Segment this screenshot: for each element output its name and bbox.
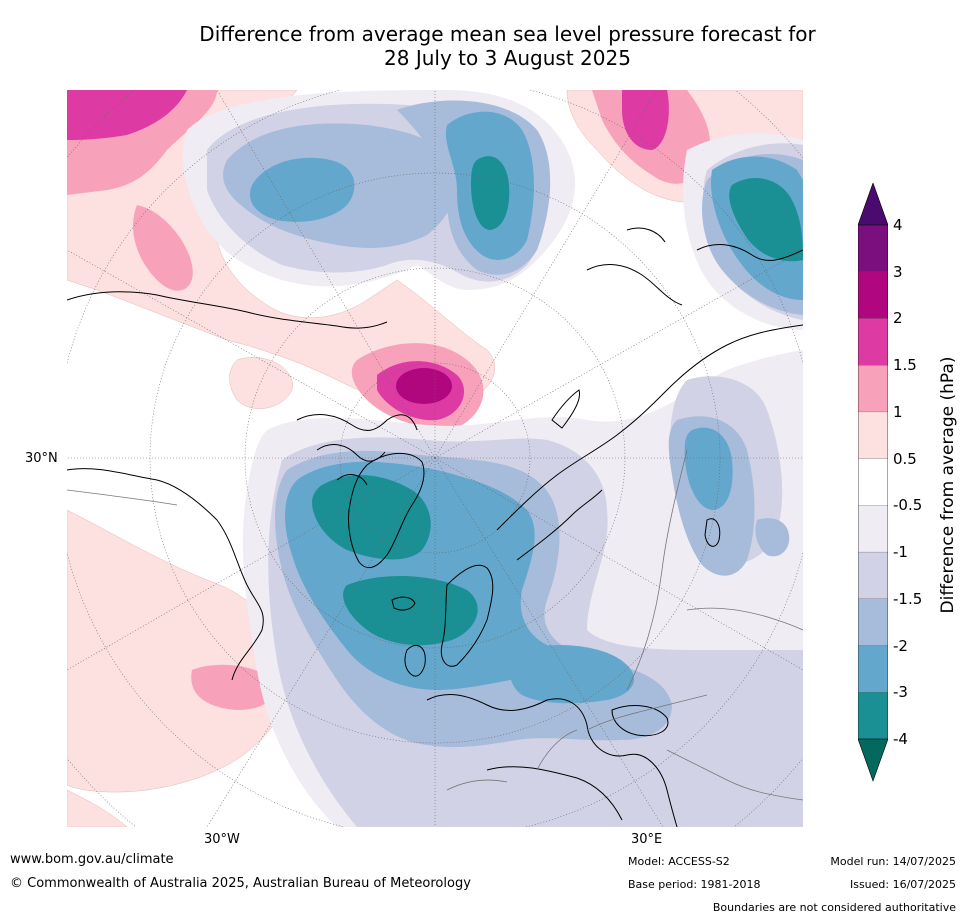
- colorbar-tick-label: -1: [893, 543, 908, 562]
- colorbar-tick-label: 1.5: [893, 356, 917, 375]
- colorbar-swatch--2-to--1p5: [858, 598, 888, 647]
- graticule: [67, 90, 803, 827]
- colorbar-tick-label: -2: [893, 636, 908, 655]
- colorbar-tick-label: -0.5: [893, 496, 923, 515]
- footer-copyright: © Commonwealth of Australia 2025, Austra…: [10, 876, 471, 891]
- anomaly-negative-core: [312, 156, 803, 646]
- colorbar-tick-label: -3: [893, 683, 908, 702]
- colorbar-swatch-1p5-to-2: [858, 318, 888, 366]
- colorbar-tick-label: 2: [893, 309, 903, 328]
- colorbar-swatch--1p5-to--1: [858, 551, 888, 600]
- footer-model: Model: ACCESS-S2: [628, 855, 730, 868]
- map-svg: [67, 90, 803, 827]
- coastlines: [67, 227, 803, 827]
- colorbar-swatch--1-to--0p5: [858, 505, 888, 553]
- footer-website: www.bom.gov.au/climate: [10, 852, 174, 867]
- colorbar-tick-label: 3: [893, 262, 903, 281]
- colorbar-swatch-neutral: [858, 458, 888, 507]
- colorbar-tick-label: 0.5: [893, 449, 917, 468]
- colorbar-swatches: [858, 183, 888, 781]
- colorbar-swatch--4-to--3: [858, 692, 888, 740]
- lon-label-30w: 30°W: [204, 832, 240, 847]
- lon-label-30e: 30°E: [631, 832, 663, 847]
- colorbar-tick-label: -1.5: [893, 589, 923, 608]
- colorbar-swatch-0p5-to-1: [858, 411, 888, 460]
- colorbar-tick-label: -4: [893, 730, 908, 748]
- footer-model-run: Model run: 14/07/2025: [830, 855, 956, 868]
- footer-disclaimer: Boundaries are not considered authoritat…: [712, 901, 956, 914]
- colorbar-title: Difference from average (hPa): [938, 356, 958, 614]
- colorbar-swatch-1-to-1p5: [858, 365, 888, 413]
- colorbar: [858, 183, 888, 782]
- footer-base-period: Base period: 1981-2018: [628, 878, 761, 891]
- footer-issued: Issued: 16/07/2025: [849, 878, 956, 891]
- colorbar-swatch-2-to-3: [858, 271, 888, 320]
- colorbar-swatch-3-to-4: [858, 224, 888, 273]
- country-borders: [67, 449, 803, 801]
- colorbar-swatch--3-to--2: [858, 645, 888, 693]
- pressure-anomaly-map: [67, 90, 803, 827]
- anomaly-positive-core: [396, 368, 452, 404]
- title-line-2: 28 July to 3 August 2025: [384, 46, 631, 70]
- colorbar-swatch-below-minus-4: [858, 739, 888, 781]
- chart-title: Difference from average mean sea level p…: [0, 22, 965, 70]
- lat-label-30n: 30°N: [25, 451, 58, 466]
- colorbar-swatch-above-4: [858, 183, 888, 225]
- colorbar-tick-label: 4: [893, 216, 903, 234]
- title-line-1: Difference from average mean sea level p…: [199, 22, 816, 46]
- colorbar-tick-label: 1: [893, 402, 903, 421]
